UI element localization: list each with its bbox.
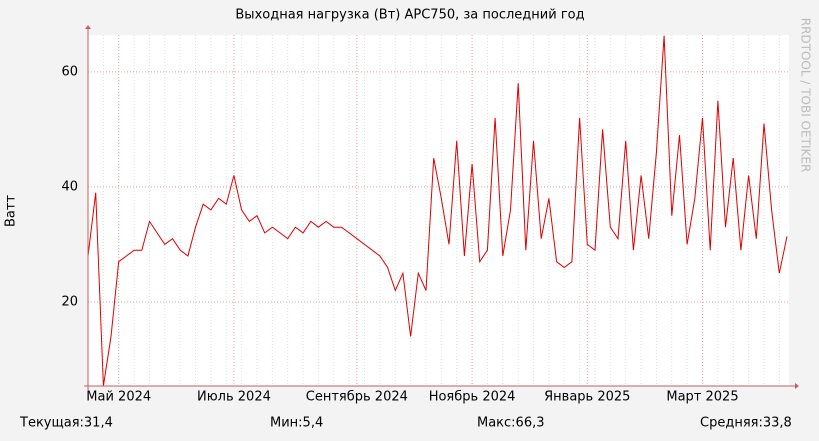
legend-min: Мин:5,4 (270, 416, 323, 431)
legend-avg: Средняя:33,8 (700, 416, 792, 431)
watermark: RRDTOOL / TOBI OETIKER (799, 18, 813, 173)
legend-max: Макс:66,3 (477, 416, 545, 431)
legend-current: Текущая:31,4 (19, 416, 113, 431)
y-axis-arrow (85, 25, 91, 29)
x-tick-label: Март 2025 (666, 390, 738, 405)
x-tick-label: Январь 2025 (544, 390, 630, 405)
y-axis-label: Ватт (4, 195, 19, 227)
series-line (87, 35, 788, 387)
x-tick-label: Май 2024 (86, 390, 151, 405)
y-tick-label: 20 (61, 294, 78, 309)
x-tick-label: Июль 2024 (197, 390, 271, 405)
plot-area (88, 35, 789, 386)
x-axis-arrow (795, 383, 799, 389)
y-tick-label: 60 (61, 64, 78, 79)
y-tick-label: 40 (61, 179, 78, 194)
chart-title: Выходная нагрузка (Вт) APC750, за послед… (235, 8, 584, 23)
x-tick-label: Сентябрь 2024 (306, 390, 408, 405)
x-tick-label: Ноябрь 2024 (429, 390, 516, 405)
